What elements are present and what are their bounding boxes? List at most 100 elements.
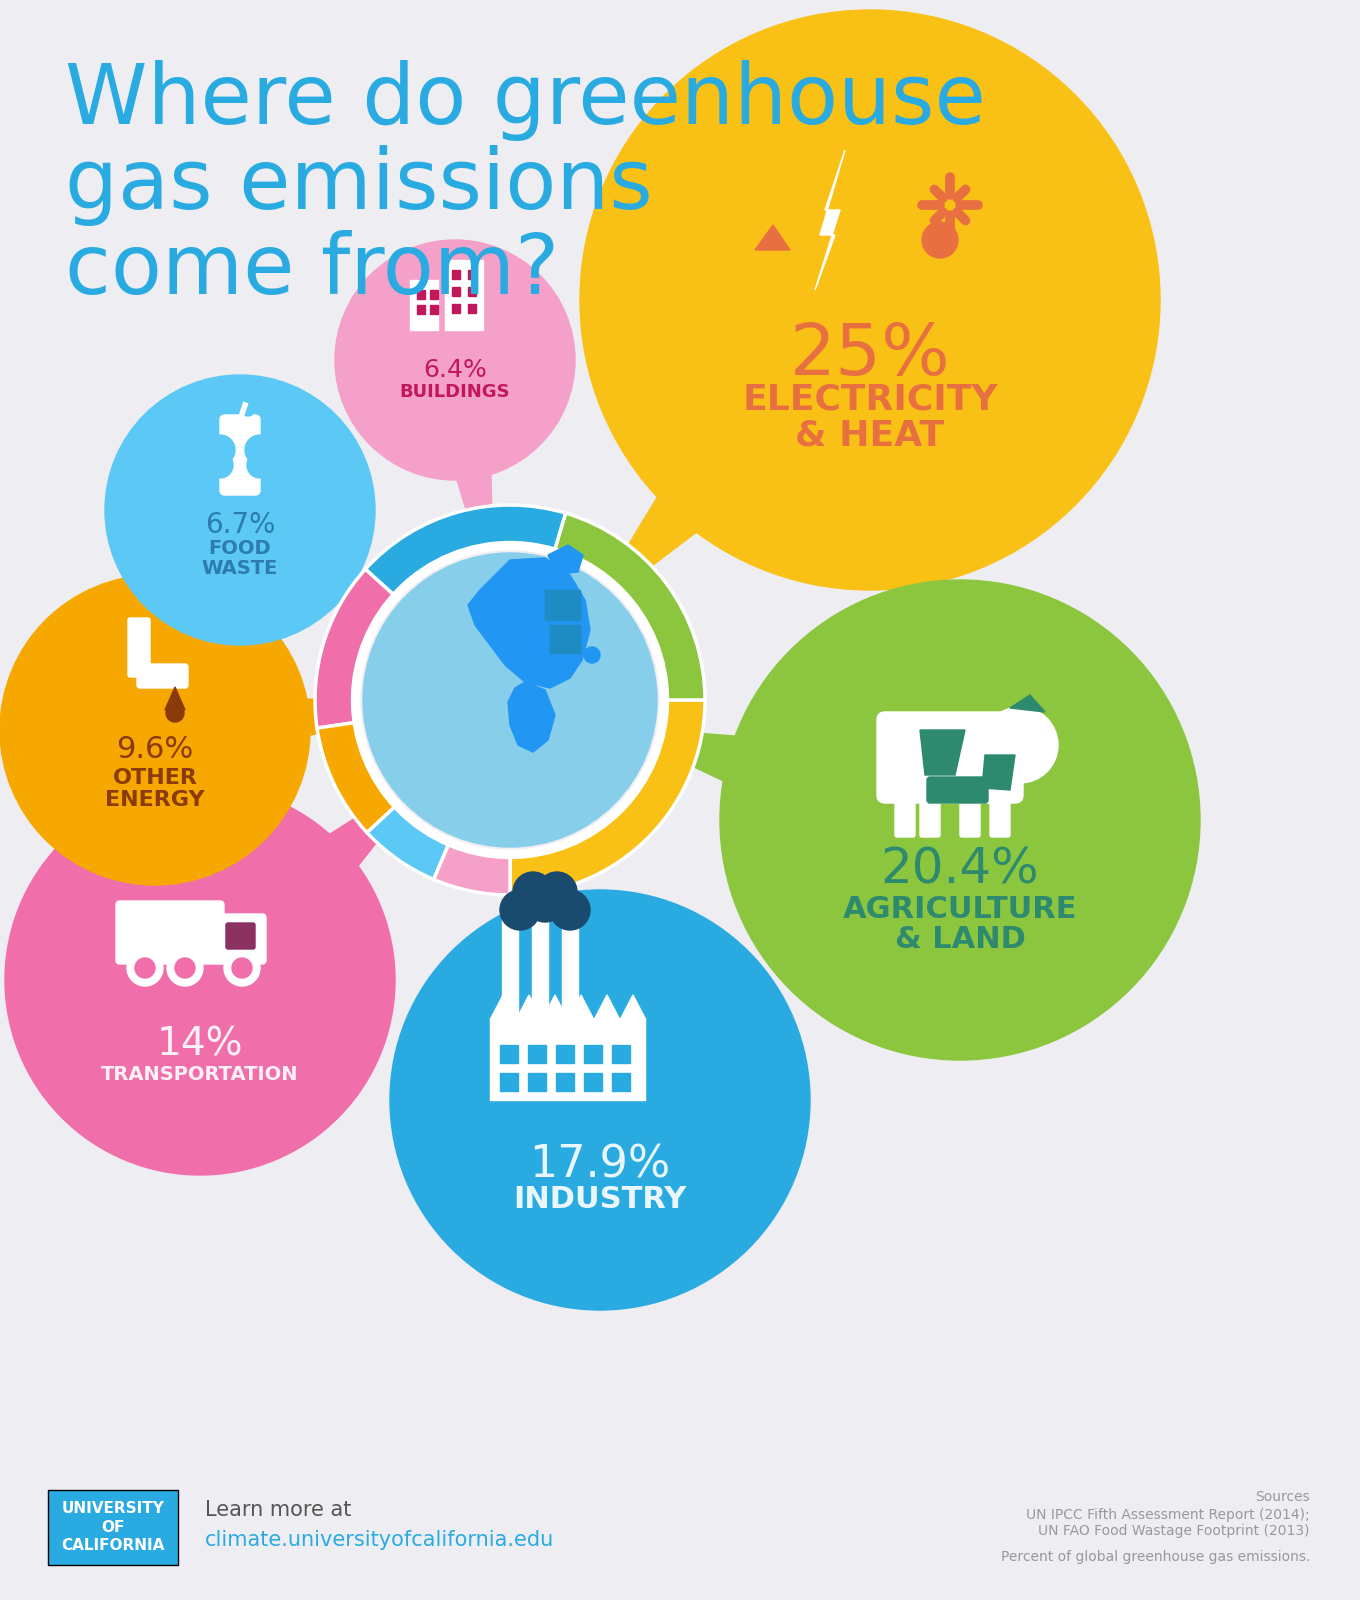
Polygon shape [919,730,966,774]
Text: 6.7%: 6.7% [205,510,275,539]
FancyBboxPatch shape [583,1045,602,1062]
Circle shape [579,10,1160,590]
Wedge shape [510,701,704,894]
Wedge shape [554,514,704,701]
Circle shape [166,704,184,722]
FancyBboxPatch shape [500,1074,518,1091]
FancyBboxPatch shape [409,280,438,330]
Polygon shape [815,150,845,290]
Circle shape [241,402,256,416]
Wedge shape [316,570,394,728]
Circle shape [248,451,273,478]
Text: Sources: Sources [1255,1490,1310,1504]
Polygon shape [422,355,494,600]
FancyBboxPatch shape [500,1045,518,1062]
FancyBboxPatch shape [430,290,438,299]
Circle shape [355,546,665,854]
Circle shape [167,950,203,986]
Circle shape [105,374,375,645]
FancyBboxPatch shape [116,901,224,963]
FancyBboxPatch shape [960,794,981,837]
FancyBboxPatch shape [990,794,1010,837]
FancyBboxPatch shape [452,270,460,278]
Text: INDUSTRY: INDUSTRY [513,1186,687,1214]
Text: UN FAO Food Wastage Footprint (2013): UN FAO Food Wastage Footprint (2013) [1039,1523,1310,1538]
FancyBboxPatch shape [556,1045,574,1062]
Polygon shape [530,787,657,1114]
FancyBboxPatch shape [532,920,548,1021]
Circle shape [500,890,540,930]
Polygon shape [1010,694,1044,712]
FancyBboxPatch shape [220,414,260,494]
Circle shape [5,786,394,1174]
Text: 17.9%: 17.9% [529,1144,670,1187]
Text: & HEAT: & HEAT [796,418,945,451]
Circle shape [390,890,811,1310]
Circle shape [335,240,575,480]
Wedge shape [317,722,396,832]
Wedge shape [366,506,566,597]
Text: AGRICULTURE: AGRICULTURE [843,896,1077,925]
Circle shape [537,872,577,912]
Text: 14%: 14% [156,1026,243,1064]
FancyBboxPatch shape [418,290,424,299]
FancyBboxPatch shape [468,286,476,296]
FancyBboxPatch shape [502,920,518,1021]
Text: Percent of global greenhouse gas emissions.: Percent of global greenhouse gas emissio… [1001,1550,1310,1565]
Polygon shape [982,755,1015,790]
Polygon shape [151,686,420,773]
Polygon shape [468,558,590,688]
Text: climate.universityofcalifornia.edu: climate.universityofcalifornia.edu [205,1530,555,1550]
Text: 9.6%: 9.6% [117,736,193,765]
Polygon shape [218,478,438,650]
Circle shape [583,646,600,662]
Polygon shape [490,995,646,1021]
Polygon shape [585,246,930,618]
Wedge shape [434,843,510,894]
Circle shape [525,882,564,922]
FancyBboxPatch shape [545,590,579,619]
Text: & LAND: & LAND [895,925,1025,955]
FancyBboxPatch shape [445,259,483,330]
FancyBboxPatch shape [612,1074,630,1091]
Text: OTHER: OTHER [113,768,197,787]
Text: UN IPCC Fifth Assessment Report (2014);: UN IPCC Fifth Assessment Report (2014); [1027,1507,1310,1522]
FancyBboxPatch shape [556,1074,574,1091]
Text: Learn more at: Learn more at [205,1501,351,1520]
FancyBboxPatch shape [226,923,256,949]
FancyBboxPatch shape [583,1074,602,1091]
Circle shape [207,451,233,478]
FancyBboxPatch shape [528,1074,545,1091]
Polygon shape [548,546,583,574]
Circle shape [513,872,554,912]
FancyBboxPatch shape [218,914,267,963]
Polygon shape [509,682,555,752]
Circle shape [233,958,252,978]
Text: come from?: come from? [65,230,559,310]
FancyBboxPatch shape [895,794,915,837]
FancyBboxPatch shape [48,1490,178,1565]
Circle shape [549,890,590,930]
Text: WASTE: WASTE [201,558,279,578]
Text: ELECTRICITY: ELECTRICITY [743,382,998,418]
FancyBboxPatch shape [452,304,460,314]
Circle shape [126,950,163,986]
FancyBboxPatch shape [528,1045,545,1062]
Circle shape [363,554,657,846]
FancyBboxPatch shape [562,920,578,1021]
FancyBboxPatch shape [452,286,460,296]
Circle shape [175,958,194,978]
Text: 20.4%: 20.4% [881,846,1039,894]
Circle shape [922,222,957,258]
FancyBboxPatch shape [877,712,1023,803]
Text: 6.4%: 6.4% [423,358,487,382]
Circle shape [719,579,1200,1059]
FancyBboxPatch shape [430,306,438,314]
Text: 25%: 25% [790,320,951,389]
Text: ENERGY: ENERGY [105,790,205,810]
FancyBboxPatch shape [137,664,188,688]
Circle shape [0,574,310,885]
FancyBboxPatch shape [128,618,150,677]
FancyBboxPatch shape [919,794,940,837]
Text: BUILDINGS: BUILDINGS [400,382,510,402]
